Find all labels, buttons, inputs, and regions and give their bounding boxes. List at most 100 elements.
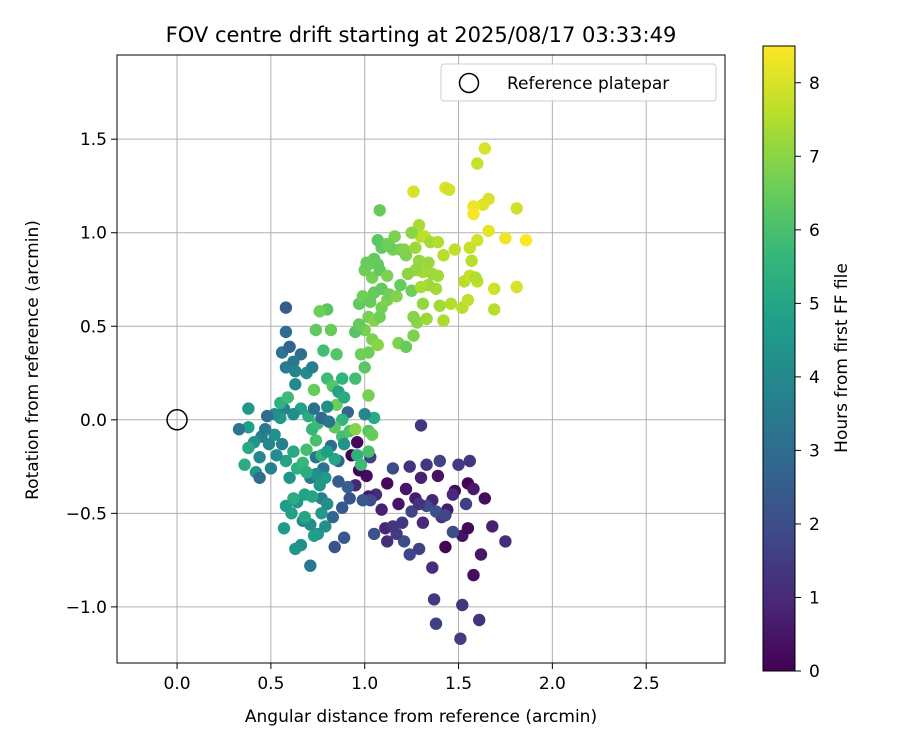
drift-point xyxy=(300,466,313,479)
drift-point xyxy=(309,467,323,481)
drift-point xyxy=(390,290,403,303)
drift-point xyxy=(307,529,321,542)
drift-point xyxy=(306,490,319,503)
drift-point xyxy=(488,303,501,316)
colorbar-tick-label: 6 xyxy=(809,221,820,241)
drift-point xyxy=(279,301,293,314)
drift-point xyxy=(287,445,300,458)
drift-point xyxy=(394,278,407,292)
x-axis-ticks: 0.0 0.5 1.0 1.5 2.0 2.5 xyxy=(164,663,660,694)
drift-point xyxy=(238,458,251,471)
drift-point xyxy=(322,415,336,428)
drift-point xyxy=(403,548,416,561)
colorbar-tick-label: 8 xyxy=(809,74,820,94)
legend: Reference platepar xyxy=(440,63,717,102)
drift-point xyxy=(482,224,495,238)
drift-point xyxy=(356,494,369,507)
drift-point xyxy=(371,234,384,247)
drift-point xyxy=(414,471,428,484)
drift-point xyxy=(461,293,475,307)
x-tick-label: 2.0 xyxy=(539,674,566,694)
drift-point xyxy=(437,249,450,262)
y-axis-ticks: −1.0 −0.5 0.0 0.5 1.0 1.5 xyxy=(66,130,117,618)
drift-point xyxy=(431,469,445,483)
drift-point xyxy=(414,419,428,432)
drift-point xyxy=(403,460,416,473)
drift-point xyxy=(352,318,366,331)
colorbar: 0 1 2 3 4 5 6 7 8 Hours from first FF file xyxy=(762,45,852,682)
colorbar-scale xyxy=(762,45,796,672)
drift-point xyxy=(315,507,328,520)
reference-layer xyxy=(166,409,188,431)
drift-point xyxy=(306,361,319,374)
drift-point xyxy=(337,531,351,544)
colorbar-tick-label: 4 xyxy=(809,368,820,388)
colorbar-tick-label: 0 xyxy=(809,662,820,682)
plot-frame xyxy=(116,54,726,664)
drift-point xyxy=(422,256,435,269)
drift-point xyxy=(283,340,296,353)
drift-point xyxy=(341,480,354,494)
drift-point xyxy=(510,202,523,215)
y-tick-label: 0.5 xyxy=(80,317,107,337)
drift-point xyxy=(279,325,293,339)
drift-point xyxy=(304,559,317,572)
drift-point xyxy=(392,497,405,511)
drift-point xyxy=(405,284,418,297)
drift-point xyxy=(332,475,345,488)
drift-point xyxy=(471,234,484,247)
drift-point xyxy=(354,458,368,471)
drift-point xyxy=(321,497,334,511)
drift-point xyxy=(360,256,373,269)
y-tick-label: −1.0 xyxy=(66,598,107,618)
drift-point xyxy=(367,527,381,541)
drift-point xyxy=(439,509,452,522)
drift-point xyxy=(420,458,433,471)
drift-point xyxy=(362,389,375,402)
drift-point xyxy=(486,520,499,533)
drift-point xyxy=(289,542,302,556)
drift-point xyxy=(405,226,418,239)
drift-point xyxy=(401,267,415,281)
drift-point xyxy=(427,593,441,606)
drift-point xyxy=(437,314,450,327)
drift-point xyxy=(253,451,266,464)
drift-point xyxy=(349,372,362,385)
drift-point xyxy=(381,477,394,490)
y-axis-label: Rotation from reference (arcmin) xyxy=(23,220,43,500)
drift-point xyxy=(232,423,246,436)
legend-box xyxy=(440,63,717,102)
drift-point xyxy=(431,235,445,249)
drift-point xyxy=(381,237,394,251)
drift-point xyxy=(362,346,375,359)
drift-point xyxy=(287,355,300,368)
drift-point xyxy=(488,282,501,295)
drift-point xyxy=(431,269,445,282)
drift-point xyxy=(336,413,349,426)
legend-reference-marker xyxy=(458,72,480,94)
drift-point xyxy=(277,522,291,535)
drift-point xyxy=(476,198,490,211)
drift-point xyxy=(287,408,300,421)
x-tick-label: 0.5 xyxy=(257,674,284,694)
drift-point xyxy=(307,402,321,415)
drift-point xyxy=(386,520,400,533)
drift-point xyxy=(448,243,461,256)
drift-point xyxy=(386,462,400,475)
drift-point xyxy=(289,378,302,391)
drift-point xyxy=(397,243,411,256)
drift-point xyxy=(412,254,426,267)
drift-point xyxy=(336,501,349,514)
drift-point xyxy=(469,271,482,284)
x-tick-label: 1.5 xyxy=(445,674,472,694)
drift-point xyxy=(465,254,478,267)
drift-point xyxy=(407,329,420,342)
drift-point xyxy=(298,510,311,524)
x-tick-label: 0.0 xyxy=(164,674,191,694)
drift-point xyxy=(399,482,413,496)
drift-point xyxy=(396,516,409,529)
drift-point xyxy=(367,411,381,425)
drift-point xyxy=(478,492,491,505)
drift-point xyxy=(262,437,276,451)
drift-point xyxy=(366,428,379,441)
